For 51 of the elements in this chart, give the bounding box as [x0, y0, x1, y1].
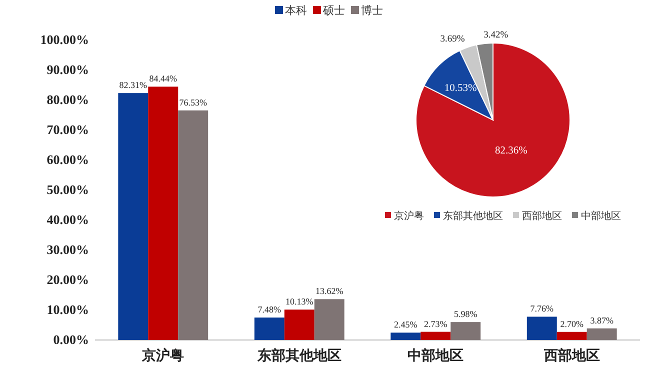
y-tick-label: 90.00%: [46, 62, 89, 77]
bar: [284, 310, 314, 340]
data-label: 10.13%: [286, 296, 314, 307]
y-tick-label: 0.00%: [53, 332, 89, 347]
bar: [450, 322, 481, 340]
data-label: 13.62%: [315, 286, 344, 296]
y-tick-label: 20.00%: [46, 272, 89, 287]
y-tick-label: 80.00%: [46, 92, 89, 107]
bar: [254, 318, 284, 340]
bar: [148, 86, 178, 340]
data-label: 2.73%: [424, 318, 448, 329]
bar: [390, 332, 421, 340]
y-tick-label: 30.00%: [46, 242, 89, 257]
data-label: 5.98%: [454, 309, 478, 320]
data-label: 82.31%: [119, 80, 148, 90]
x-tick-label: 西部地区: [542, 347, 600, 364]
bar: [586, 328, 617, 340]
data-label: 3.69%: [440, 34, 465, 45]
y-tick-label: 60.00%: [46, 152, 89, 167]
legend-label: 硕士: [322, 4, 345, 17]
y-tick-label: 100.00%: [40, 32, 89, 47]
y-tick-label: 50.00%: [46, 182, 89, 197]
data-label: 3.87%: [590, 315, 614, 326]
bar: [556, 332, 587, 340]
x-tick-label: 中部地区: [408, 347, 464, 364]
bar: [526, 316, 557, 340]
x-tick-label: 东部其他地区: [256, 347, 342, 364]
pie-slice: [416, 42, 570, 198]
data-label: 76.53%: [179, 97, 208, 108]
bar: [420, 332, 451, 340]
legend-label: 京沪粤: [394, 210, 424, 222]
data-label: 2.45%: [394, 320, 418, 330]
data-label: 2.70%: [560, 318, 584, 329]
y-tick-label: 40.00%: [46, 212, 89, 227]
legend-label: 博士: [361, 4, 383, 17]
bar: [118, 93, 148, 340]
legend-label: 西部地区: [522, 210, 562, 222]
bar: [314, 299, 344, 340]
data-label: 3.42%: [484, 30, 508, 40]
legend-label: 中部地区: [581, 210, 621, 222]
y-tick-label: 70.00%: [46, 122, 89, 137]
x-tick-label: 京沪粤: [141, 347, 184, 364]
y-tick-label: 10.00%: [46, 302, 89, 317]
data-label: 82.36%: [495, 145, 528, 156]
legend-label: 东部其他地区: [443, 210, 503, 222]
data-label: 84.44%: [149, 74, 178, 84]
data-label: 10.53%: [444, 83, 478, 94]
data-label: 7.76%: [530, 304, 554, 314]
data-label: 7.48%: [258, 304, 282, 315]
bar: [178, 110, 208, 340]
legend-label: 本科: [285, 4, 307, 17]
